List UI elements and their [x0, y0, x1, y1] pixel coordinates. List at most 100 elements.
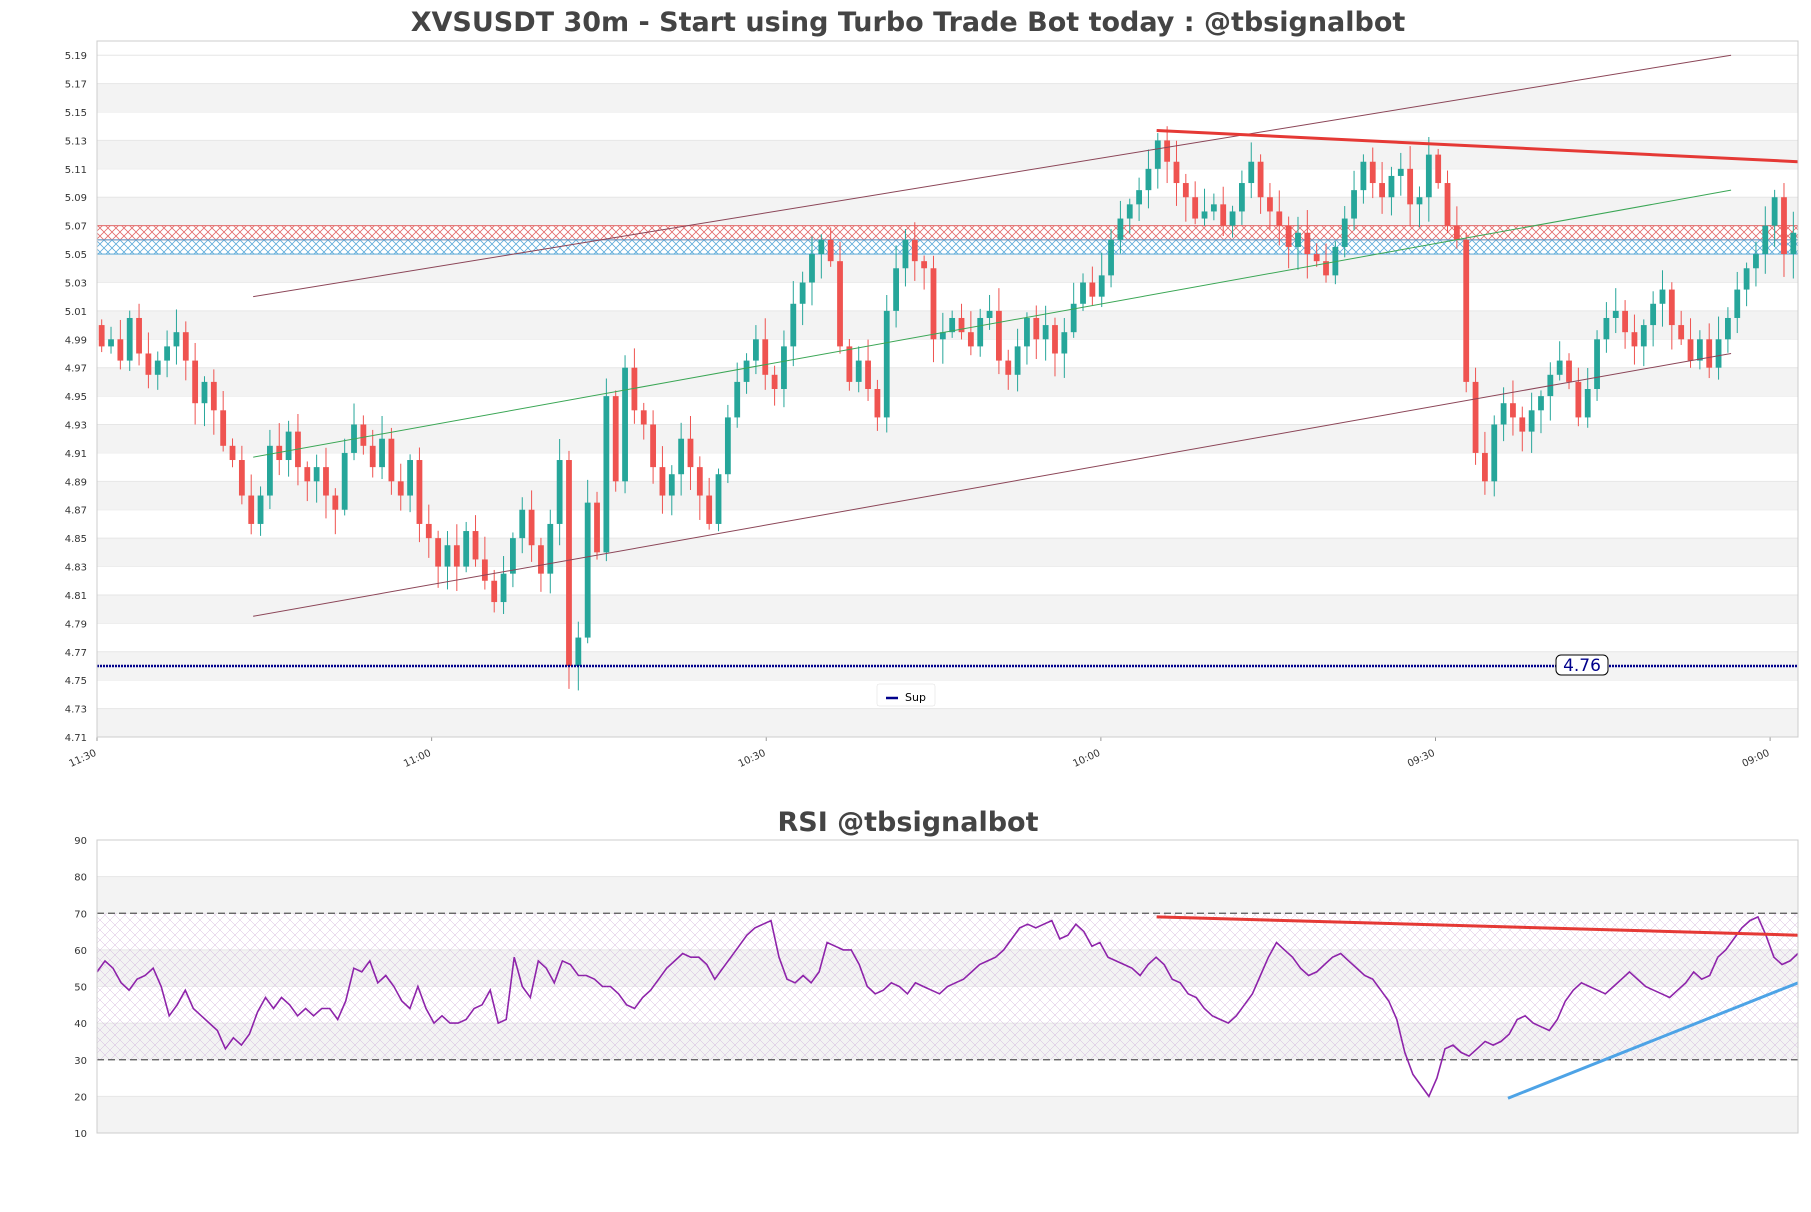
candle-body	[1556, 360, 1563, 375]
candle-body	[238, 460, 245, 496]
price-zone	[96, 239, 1799, 255]
candle-body	[1575, 381, 1582, 418]
rsi-y-tick-label: 20	[74, 1092, 87, 1103]
legend-sup-label: Sup	[905, 691, 926, 704]
candle-body	[210, 381, 217, 411]
candle-body	[1678, 325, 1685, 340]
candle-body	[1313, 254, 1320, 262]
price-zones	[96, 225, 1799, 255]
price-x-axis: 11:30 11:00 10:30 10:00 09:30 09:00	[67, 737, 1771, 770]
price-y-tick-label: 5.11	[65, 165, 87, 176]
candle-body	[967, 332, 974, 347]
price-band	[97, 254, 1798, 283]
candle-body	[1257, 161, 1264, 198]
price-y-tick-label: 4.81	[65, 591, 87, 602]
candle-body	[1360, 161, 1367, 191]
candle-body	[182, 332, 189, 361]
price-band	[97, 708, 1798, 737]
price-x-tick-label: 11:00	[402, 748, 433, 770]
candle-body	[584, 502, 591, 638]
candle-body	[1762, 225, 1769, 255]
price-y-tick-label: 4.87	[65, 506, 87, 517]
price-band	[97, 140, 1798, 169]
price-x-tick-label: 11:30	[67, 748, 98, 770]
candle-body	[1407, 168, 1414, 205]
rsi-band	[97, 1096, 1798, 1133]
candle-body	[790, 303, 797, 347]
candle-body	[706, 495, 713, 524]
candle-body	[164, 346, 170, 361]
candle-body	[1089, 282, 1096, 297]
candle-body	[313, 467, 320, 482]
candle-body	[500, 573, 507, 603]
price-y-tick-label: 4.77	[65, 648, 87, 659]
candle-body	[1136, 190, 1142, 205]
price-y-tick-label: 4.71	[65, 733, 87, 744]
candle-body	[1369, 161, 1376, 184]
candle-body	[425, 523, 432, 539]
candle-body	[1790, 232, 1797, 255]
price-y-tick-label: 5.15	[65, 108, 87, 119]
candle-body	[696, 467, 703, 496]
candle-body	[865, 360, 871, 389]
candle-body	[1650, 303, 1657, 326]
price-grid-bands	[97, 54, 1798, 738]
candle-body	[650, 424, 656, 468]
candle-body	[1285, 225, 1292, 247]
rsi-levels	[97, 912, 1798, 1061]
candle-body	[1510, 403, 1516, 418]
candle-body	[631, 367, 638, 411]
candle-body	[1005, 360, 1012, 375]
candle-body	[528, 509, 535, 546]
candle-body	[996, 310, 1002, 361]
candle-body	[1341, 218, 1348, 247]
candle-body	[1061, 332, 1068, 354]
candle-body	[575, 637, 582, 666]
candle-body	[1388, 175, 1395, 198]
price-y-tick-label: 4.91	[65, 449, 87, 460]
candle-body	[1528, 410, 1535, 432]
candle-body	[1631, 332, 1638, 347]
candle-body	[855, 360, 862, 382]
price-band	[97, 594, 1798, 624]
candle-body	[622, 367, 628, 482]
candle-body	[1304, 232, 1311, 255]
candle-body	[538, 545, 544, 574]
candle-body	[556, 460, 563, 524]
candle-body	[724, 417, 731, 475]
legend-box	[876, 683, 936, 707]
candle-body	[360, 424, 367, 446]
price-legend: Sup	[876, 683, 936, 707]
candlestick-series	[98, 126, 1797, 691]
rsi-y-tick-label: 70	[74, 909, 87, 920]
candle-body	[98, 325, 105, 347]
candle-body	[304, 467, 311, 482]
candle-body	[136, 317, 142, 354]
candle-body	[173, 332, 180, 347]
rsi-trendlines	[1156, 915, 1799, 1100]
candle-body	[781, 346, 787, 389]
candle-body	[1781, 197, 1787, 255]
candle-body	[154, 360, 161, 375]
candle-body	[1612, 310, 1619, 318]
candle-body	[323, 467, 329, 496]
rsi-trendline	[1507, 981, 1799, 1100]
candle-body	[1584, 389, 1591, 418]
candle-body	[126, 317, 133, 361]
candle-body	[1052, 325, 1058, 354]
candle-body	[220, 410, 227, 446]
rsi-y-tick-label: 50	[74, 983, 87, 994]
price-y-tick-label: 4.97	[65, 364, 87, 375]
candle-body	[1753, 254, 1759, 269]
candle-body	[1622, 310, 1628, 333]
price-y-tick-label: 4.83	[65, 563, 87, 574]
candle-body	[369, 445, 376, 468]
candle-body	[332, 495, 339, 510]
candle-body	[930, 268, 937, 340]
candle-body	[1108, 239, 1114, 276]
candle-body	[379, 438, 385, 468]
candle-body	[1453, 225, 1460, 240]
rsi-trendline	[1156, 915, 1799, 937]
candle-body	[1435, 154, 1442, 184]
